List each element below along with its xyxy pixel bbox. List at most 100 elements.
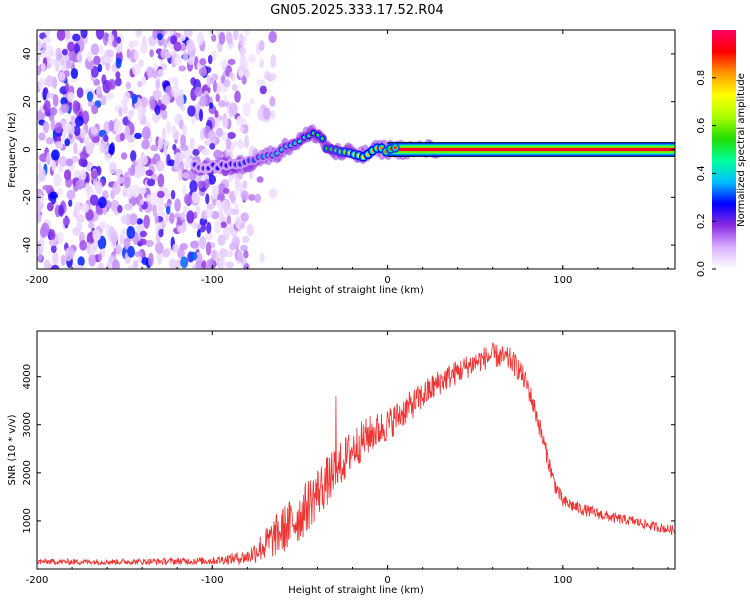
noise-cell [244, 134, 250, 149]
noise-cell [166, 121, 172, 135]
noise-cell [182, 172, 190, 179]
noise-cell [46, 151, 51, 166]
noise-cell [80, 30, 88, 39]
noise-cell [102, 32, 109, 46]
noise-cell [178, 65, 187, 72]
spectrogram-x-label: Height of straight line (km) [288, 285, 424, 296]
noise-cell [199, 95, 208, 107]
noise-cell [125, 81, 132, 90]
noise-cell [158, 229, 164, 238]
signal-band [387, 147, 675, 152]
noise-cell [146, 178, 156, 187]
noise-cell [201, 148, 210, 156]
noise-cell [199, 58, 207, 66]
noise-cell [97, 196, 107, 209]
noise-cell [183, 193, 192, 205]
noise-cell [178, 119, 184, 130]
noise-cell [214, 110, 219, 118]
noise-cell [126, 225, 136, 239]
noise-cell [211, 185, 219, 200]
noise-cell [107, 79, 117, 90]
x-tick-label: 100 [553, 575, 572, 586]
noise-cell [39, 153, 48, 163]
noise-cell [50, 244, 57, 253]
noise-cell [206, 221, 212, 234]
noise-cell [182, 184, 187, 197]
noise-cell [155, 242, 164, 255]
noise-cell [89, 194, 99, 206]
noise-cell [58, 155, 68, 168]
noise-cell [163, 140, 170, 147]
noise-cell [115, 245, 122, 255]
noise-cell [127, 245, 135, 258]
noise-cell [42, 184, 52, 191]
noise-cell [189, 251, 198, 261]
y-tick-label: 2000 [22, 460, 33, 485]
noise-cell [190, 221, 199, 228]
noise-cell [50, 118, 56, 132]
noise-cell [95, 180, 103, 195]
noise-cell [51, 264, 60, 269]
noise-cell [86, 51, 93, 62]
noise-cell [137, 80, 143, 88]
noise-cell [128, 265, 135, 269]
noise-cell [58, 71, 66, 81]
noise-cell [240, 244, 248, 252]
noise-cell [51, 149, 60, 161]
noise-cell [89, 242, 95, 256]
noise-cell [211, 50, 217, 61]
noise-cell [51, 160, 57, 172]
noise-cell [207, 130, 217, 140]
noise-cell [133, 39, 139, 47]
colorbar-gradient [712, 30, 736, 269]
noise-cell [211, 73, 219, 81]
noise-cell [239, 126, 245, 133]
noise-cell [196, 253, 203, 266]
noise-cell [192, 148, 200, 156]
noise-cell [116, 176, 125, 184]
noise-cell [120, 214, 129, 224]
noise-cell [268, 188, 278, 199]
noise-cell [108, 225, 115, 238]
noise-cell [136, 218, 144, 225]
noise-cell [190, 240, 199, 249]
noise-cell [245, 263, 250, 269]
noise-cell [44, 30, 51, 37]
noise-cell [162, 249, 170, 258]
noise-cell [206, 74, 212, 88]
noise-cell [76, 51, 83, 64]
noise-cell [223, 95, 228, 103]
noise-cell [207, 54, 213, 65]
noise-cell [204, 232, 214, 241]
noise-cell [37, 188, 44, 196]
noise-cell [231, 83, 238, 92]
noise-cell [223, 79, 231, 88]
noise-cell [268, 31, 277, 43]
noise-cell [58, 164, 64, 173]
noise-cell [177, 247, 185, 259]
noise-cell [180, 212, 186, 221]
noise-cell [64, 54, 70, 62]
noise-cell [109, 161, 117, 175]
noise-cell [119, 132, 125, 142]
noise-cell [228, 191, 235, 201]
noise-cell [239, 68, 244, 79]
noise-cell [60, 103, 70, 114]
noise-cell [269, 96, 276, 107]
noise-cell [92, 229, 101, 241]
noise-cell [55, 47, 62, 62]
noise-cell [95, 30, 105, 40]
colorbar-tick-label: 0.8 [696, 70, 707, 86]
noise-cell [37, 201, 42, 213]
noise-cell [88, 222, 95, 229]
noise-cell [41, 42, 47, 50]
noise-cell [195, 205, 201, 214]
noise-cell [176, 95, 185, 108]
noise-cell [189, 180, 198, 194]
noise-cell [191, 191, 197, 203]
noise-cell [146, 66, 154, 78]
noise-cell [171, 125, 177, 135]
noise-cell [97, 262, 105, 269]
snr-series-line [37, 342, 675, 567]
